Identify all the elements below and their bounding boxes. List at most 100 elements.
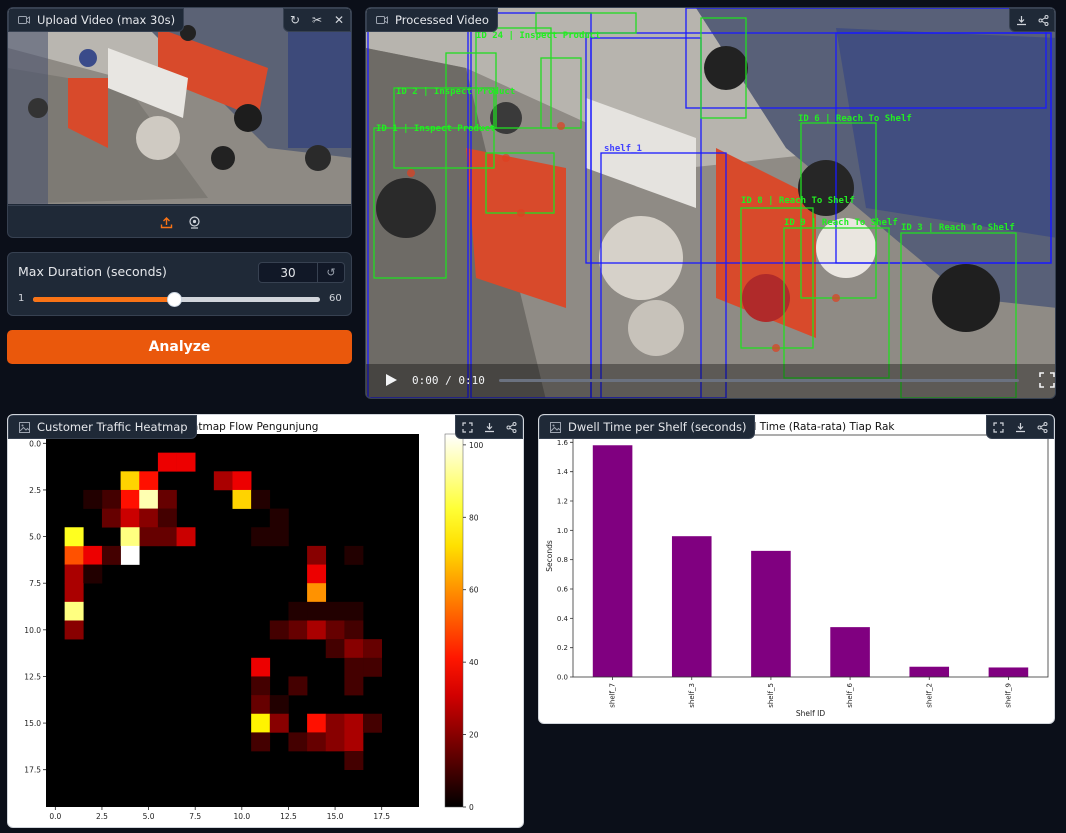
scissors-icon[interactable]: ✂ bbox=[311, 13, 323, 27]
x-tick-label: shelf_9 bbox=[1004, 683, 1012, 708]
colorbar bbox=[444, 433, 464, 808]
heatmap-cell bbox=[251, 695, 271, 715]
video-icon bbox=[17, 13, 31, 27]
heatmap-cell bbox=[64, 545, 84, 565]
heatmap-cell bbox=[325, 601, 345, 621]
x-tick-label: 17.5 bbox=[373, 812, 390, 821]
heatmap-cell bbox=[344, 620, 364, 640]
x-axis-label: Shelf ID bbox=[796, 709, 825, 718]
heatmap-cell bbox=[139, 527, 159, 547]
heatmap-cell bbox=[307, 713, 327, 733]
fullscreen-icon[interactable] bbox=[987, 416, 1009, 438]
y-tick-label: 1.0 bbox=[557, 527, 568, 535]
processed-video-label: Processed Video bbox=[366, 8, 498, 32]
y-tick-label: 0.8 bbox=[557, 556, 568, 564]
heatmap-cell bbox=[344, 601, 364, 621]
dwell-time-panel: Dwell Time (Rata-rata) Tiap Rak shelf_7 s… bbox=[538, 414, 1055, 724]
download-icon[interactable] bbox=[1010, 9, 1032, 31]
heatmap-cell bbox=[83, 564, 103, 584]
upload-tools: ↻ ✂ ✕ bbox=[283, 8, 351, 32]
y-tick-label: 5.0 bbox=[29, 533, 41, 542]
heatmap-cell bbox=[307, 620, 327, 640]
heatmap-cell bbox=[139, 508, 159, 528]
y-tick-label: 15.0 bbox=[24, 719, 41, 728]
fullscreen-icon[interactable] bbox=[456, 416, 478, 438]
close-icon[interactable]: ✕ bbox=[333, 13, 345, 27]
bar bbox=[671, 536, 712, 677]
upload-video-title: Upload Video (max 30s) bbox=[37, 13, 176, 27]
share-icon[interactable] bbox=[1032, 9, 1054, 31]
overlay-label: ID 9 | Reach To Shelf bbox=[784, 218, 898, 228]
processed-video-panel: ID 2 | Inspect Product ID 1 | Inspect Pr… bbox=[365, 7, 1056, 399]
download-icon[interactable] bbox=[1009, 416, 1031, 438]
share-icon[interactable] bbox=[1031, 416, 1053, 438]
y-tick-label: 0.0 bbox=[29, 439, 41, 448]
heatmap-cell bbox=[120, 489, 140, 509]
upload-icon[interactable] bbox=[159, 214, 175, 230]
dwell-time-chart: Dwell Time (Rata-rata) Tiap Rak shelf_7 s… bbox=[545, 421, 1049, 718]
x-tick-label: 5.0 bbox=[143, 812, 155, 821]
heatmap-cell bbox=[307, 545, 327, 565]
max-duration-slider[interactable] bbox=[33, 292, 320, 307]
heatmap-cell bbox=[157, 452, 177, 472]
undo-icon[interactable]: ↻ bbox=[289, 13, 301, 27]
y-tick-label: 1.4 bbox=[557, 468, 569, 476]
overlay-label: shelf_1 bbox=[604, 144, 642, 154]
heatmap-cell bbox=[344, 639, 364, 659]
heatmap-cell bbox=[251, 657, 271, 677]
analyze-button[interactable]: Analyze bbox=[7, 330, 352, 364]
heatmap-panel-title: Customer Traffic Heatmap bbox=[37, 420, 188, 434]
x-tick-label: 15.0 bbox=[327, 812, 344, 821]
heatmap-cell bbox=[363, 639, 382, 659]
heatmap-cell bbox=[344, 732, 364, 752]
slider-min-label: 1 bbox=[18, 293, 25, 304]
heatmap-cell bbox=[251, 527, 271, 547]
heatmap-cell bbox=[269, 620, 289, 640]
heatmap-cell bbox=[176, 527, 196, 547]
reset-icon[interactable]: ↺ bbox=[318, 262, 345, 283]
heatmap-cell bbox=[64, 527, 84, 547]
heatmap-cell bbox=[120, 471, 140, 491]
download-icon[interactable] bbox=[478, 416, 500, 438]
heatmap-cell bbox=[213, 471, 233, 491]
y-tick-label: 1.2 bbox=[557, 498, 568, 506]
heatmap-cell bbox=[344, 657, 364, 677]
colorbar-tick-label: 20 bbox=[469, 731, 479, 740]
max-duration-label: Max Duration (seconds) bbox=[18, 264, 167, 279]
processed-tools bbox=[1009, 8, 1055, 32]
heatmap-cell bbox=[288, 601, 308, 621]
webcam-icon[interactable] bbox=[187, 214, 203, 230]
max-duration-input[interactable] bbox=[258, 262, 318, 283]
heatmap-cell bbox=[363, 713, 382, 733]
person-boxes bbox=[373, 12, 1017, 398]
video-icon bbox=[375, 13, 389, 27]
colorbar-tick-label: 80 bbox=[469, 513, 479, 522]
overlay-label: ID 8 | Reach To Shelf bbox=[741, 196, 855, 206]
plot-frame bbox=[572, 434, 1049, 678]
slider-thumb[interactable] bbox=[167, 292, 183, 307]
heatmap-cell bbox=[120, 527, 140, 547]
heatmap-cell bbox=[288, 620, 308, 640]
play-icon[interactable] bbox=[384, 373, 398, 387]
heatmap-cell bbox=[64, 620, 84, 640]
heatmap-cell bbox=[120, 508, 140, 528]
x-tick-label: 10.0 bbox=[233, 812, 250, 821]
x-tick-label: shelf_5 bbox=[767, 683, 775, 708]
heatmap-cell bbox=[325, 713, 345, 733]
colorbar-tick-label: 40 bbox=[469, 658, 479, 667]
fullscreen-icon[interactable] bbox=[1039, 372, 1055, 388]
y-tick-label: 0.4 bbox=[557, 615, 569, 623]
y-tick-label: 1.6 bbox=[557, 439, 569, 447]
bar bbox=[751, 550, 791, 677]
heatmap-cell bbox=[101, 508, 121, 528]
share-icon[interactable] bbox=[500, 416, 522, 438]
max-duration-panel: Max Duration (seconds) ↺ 1 60 bbox=[7, 252, 352, 316]
upload-footer bbox=[8, 205, 351, 237]
overlay-label: ID 24 | Inspect Product bbox=[476, 31, 601, 41]
video-progress-bar[interactable] bbox=[498, 378, 1019, 382]
y-tick-label: 2.5 bbox=[29, 486, 41, 495]
heatmap-cell bbox=[157, 489, 177, 509]
video-controls: 0:00 / 0:10 bbox=[366, 362, 1055, 398]
colorbar-tick-label: 60 bbox=[469, 586, 479, 595]
heatmap-cell bbox=[344, 545, 364, 565]
